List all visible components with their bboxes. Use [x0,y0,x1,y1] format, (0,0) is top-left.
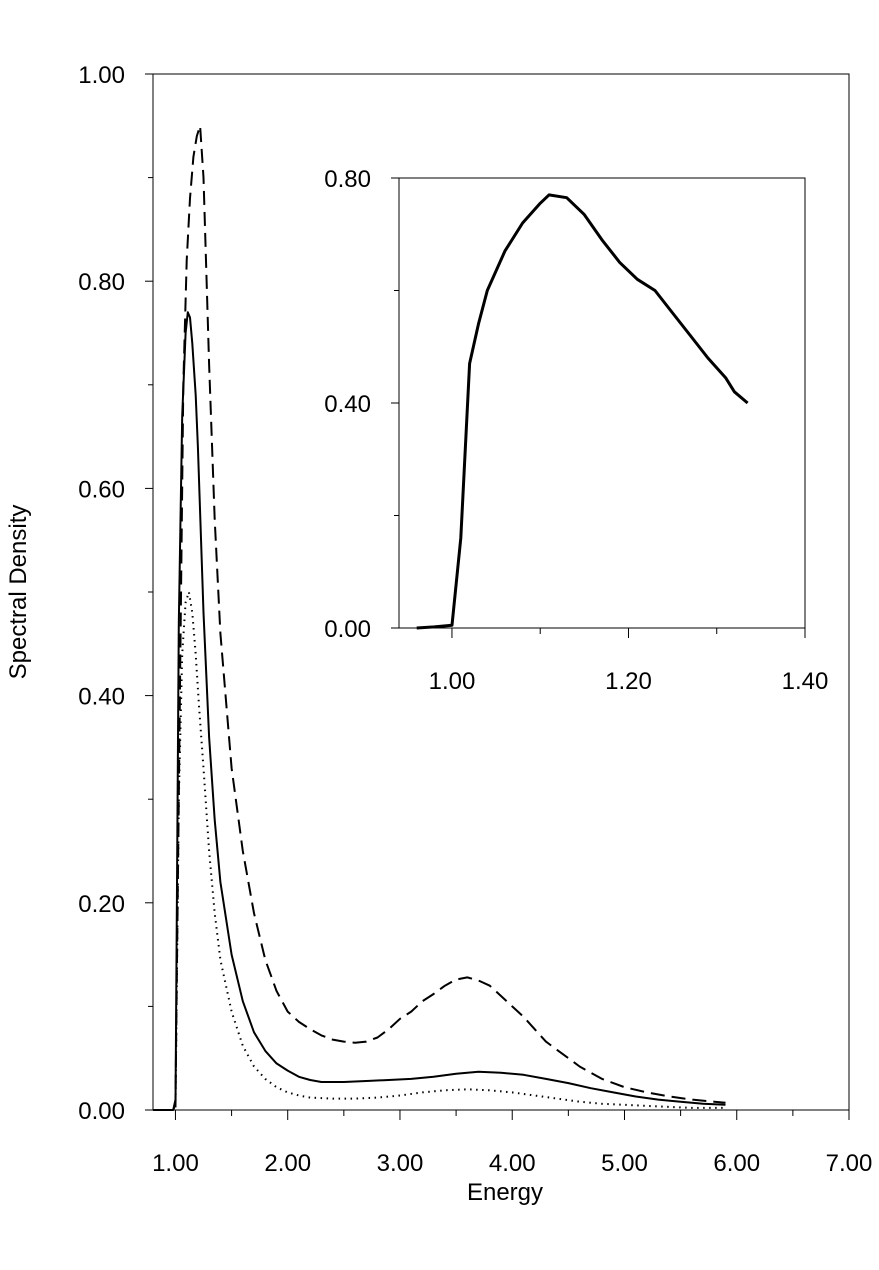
main-series-dashed-line [153,124,726,1111]
main-y-tick-label: 0.40 [78,684,125,711]
main-x-tick-label: 7.00 [826,1150,873,1177]
inset-x-tick-label: 1.20 [605,668,652,695]
main-x-tick-label: 4.00 [489,1150,536,1177]
main-y-tick-label: 0.20 [78,891,125,918]
main-x-tick-label: 2.00 [264,1150,311,1177]
inset-x-tick-label: 1.40 [782,668,829,695]
inset-x-tick-label: 1.00 [429,668,476,695]
main-x-tick-label: 6.00 [713,1150,760,1177]
inset-y-tick-label: 0.00 [324,616,371,643]
main-y-tick-label: 1.00 [78,62,125,89]
x-axis-title: Energy [467,1179,543,1206]
y-axis-title: Spectral Density [5,505,32,680]
inset-series-solid-line [416,193,749,630]
main-x-tick-label: 5.00 [601,1150,648,1177]
main-y-tick-label: 0.00 [78,1098,125,1125]
main-x-tick-label: 1.00 [152,1150,199,1177]
inset-y-tick-label: 0.40 [324,391,371,418]
main-y-tick-label: 0.60 [78,476,125,503]
main-x-tick-label: 3.00 [377,1150,424,1177]
inset-y-tick-label: 0.80 [324,166,371,193]
main-y-tick-label: 0.80 [78,269,125,296]
main-series-solid-line [153,311,726,1111]
